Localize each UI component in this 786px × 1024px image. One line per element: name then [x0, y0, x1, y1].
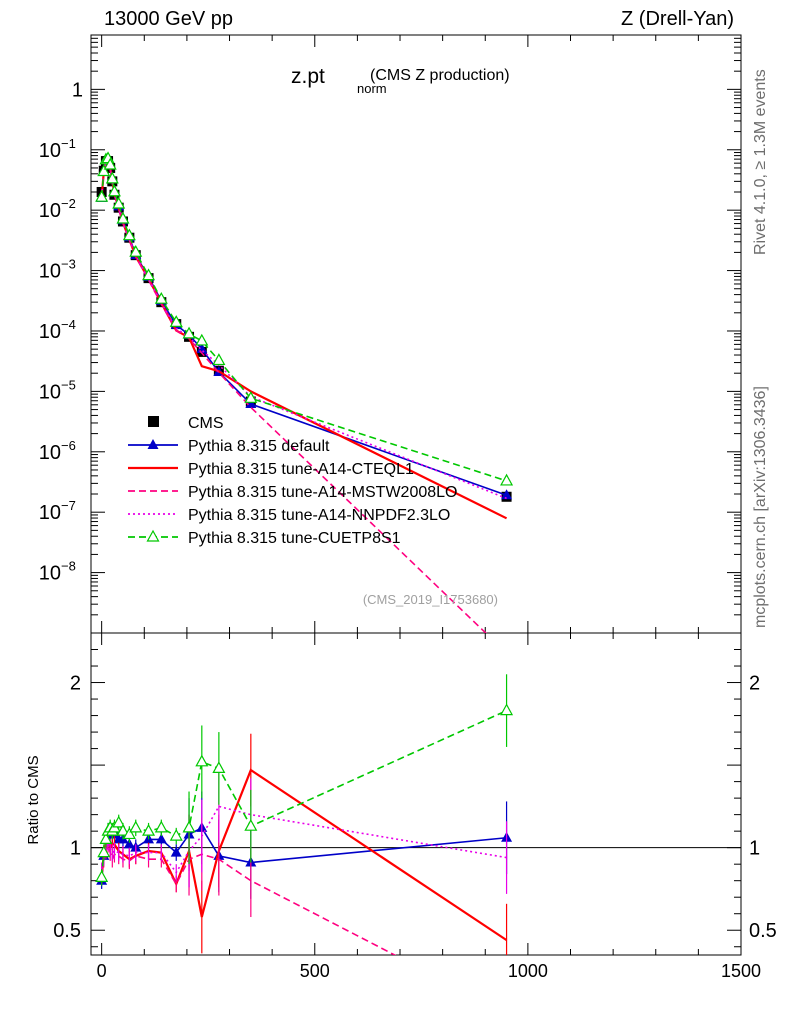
- series-1-main-point: [196, 342, 208, 353]
- series-5-ratio-point: [97, 845, 111, 858]
- header-left: 13000 GeV pp: [104, 8, 233, 30]
- y-tick-label: 1: [72, 79, 83, 101]
- x-tick-label: 500: [300, 961, 330, 981]
- y-tick-exponent: −3: [61, 257, 76, 272]
- ratio-panel: [90, 632, 742, 956]
- y-tick-exponent: −7: [61, 498, 76, 513]
- analysis-label: (CMS_2019_I1753680): [363, 592, 498, 607]
- ratio-y-tick-label: 0.5: [53, 920, 81, 942]
- y-tick-exponent: −6: [61, 438, 76, 453]
- series-5-ratio-point: [182, 820, 196, 833]
- chart-title-suffix: (CMS Z production): [370, 67, 510, 84]
- legend-label: Pythia 8.315 tune-CUETP8S1: [188, 530, 401, 547]
- legend-marker: [146, 529, 160, 542]
- series-5-main-point: [142, 268, 156, 281]
- series-5-main-point: [244, 391, 258, 403]
- series-5-main-point: [154, 291, 168, 304]
- x-tick-label: 0: [97, 961, 107, 981]
- header-right: Z (Drell-Yan): [621, 8, 734, 30]
- series-1-main-point: [501, 489, 513, 500]
- y-tick-label: 10: [39, 200, 61, 222]
- x-tick-label: 1500: [721, 961, 761, 981]
- series-5-ratio-point: [99, 832, 113, 845]
- ratio-frame: [90, 632, 742, 956]
- y-tick-label: 10: [39, 502, 61, 524]
- y-tick-label: 10: [39, 442, 61, 464]
- legend-entry: Pythia 8.315 tune-A14-MSTW2008LO: [128, 484, 457, 501]
- series-5-main-point: [95, 189, 109, 202]
- ratio-y-tick-label: 1: [70, 838, 81, 860]
- series-1-ratio-point: [170, 846, 182, 857]
- series-5-main-point: [103, 157, 117, 170]
- legend-marker: [148, 416, 159, 427]
- legend-label: Pythia 8.315 tune-A14-CTEQL1: [188, 461, 414, 478]
- series-5-ratio-point: [212, 761, 226, 774]
- series-5-main-point: [169, 315, 183, 327]
- legend-label: Pythia 8.315 tune-A14-NNPDF2.3LO: [188, 507, 450, 524]
- series-5-main-point: [107, 184, 121, 197]
- series-5-ratio-point: [112, 815, 126, 828]
- legend: CMS Pythia 8.315 default Pythia 8.315 tune…: [128, 415, 457, 547]
- y-tick-label: 10: [39, 140, 61, 162]
- legend-label: CMS: [188, 415, 224, 432]
- y-tick-label: 10: [39, 563, 61, 585]
- series-5-main-point: [116, 211, 130, 224]
- series-1-ratio-point: [123, 838, 135, 849]
- series-5-ratio-point: [154, 820, 168, 833]
- series-3-ratio-line: [100, 841, 397, 955]
- y-tick-label: 10: [39, 321, 61, 343]
- legend-entry: Pythia 8.315 tune-CUETP8S1: [128, 529, 401, 547]
- ratio-series: [95, 674, 514, 955]
- legend-entry: Pythia 8.315 tune-A14-NNPDF2.3LO: [128, 507, 450, 524]
- series-5-main-line: [100, 157, 507, 482]
- series-5-main-point: [500, 473, 514, 486]
- series-5-ratio-point: [500, 703, 514, 716]
- ratio-axis-label: Ratio to CMS: [25, 755, 42, 844]
- legend-label: Pythia 8.315 tune-A14-MSTW2008LO: [188, 484, 457, 501]
- series-5-ratio-point: [122, 827, 136, 840]
- series-5-ratio-point: [116, 823, 130, 836]
- x-tick-label: 1000: [508, 961, 548, 981]
- series-5-main-point: [212, 353, 226, 366]
- y-tick-label: 10: [39, 261, 61, 283]
- ratio-y-tick-label: 2: [70, 673, 81, 695]
- series-5-main-point: [122, 228, 136, 241]
- chart-title-subscript: norm: [357, 81, 387, 96]
- series-5-main-point: [105, 171, 119, 184]
- series-3-main-line: [100, 159, 487, 633]
- legend-entry: CMS: [148, 415, 224, 432]
- series-5-main-point: [182, 326, 196, 339]
- series-5-main-point: [129, 244, 143, 257]
- y-tick-exponent: −8: [61, 559, 76, 574]
- y-tick-label: 10: [39, 381, 61, 403]
- legend-label: Pythia 8.315 default: [188, 438, 330, 455]
- series-5-main-point: [97, 164, 111, 177]
- y-tick-exponent: −2: [61, 196, 76, 211]
- legend-entry: Pythia 8.315 default: [128, 438, 330, 455]
- y-tick-exponent: −5: [61, 377, 76, 392]
- series-5-ratio-point: [195, 754, 209, 767]
- ratio-y-tick-label-right: 0.5: [749, 920, 777, 942]
- ratio-y-tick-label-right: 2: [749, 673, 760, 695]
- series-5-ratio-point: [142, 823, 156, 836]
- legend-marker: [147, 439, 159, 449]
- series-5-ratio-point: [129, 820, 143, 833]
- y-tick-exponent: −1: [61, 136, 76, 151]
- series-layer: [95, 151, 514, 955]
- legend-entry: Pythia 8.315 tune-A14-CTEQL1: [128, 461, 414, 478]
- series-5-ratio-point: [95, 870, 109, 882]
- series-5-main-point: [112, 196, 126, 209]
- ratio-y-tick-label-right: 1: [749, 838, 760, 860]
- series-2-ratio-line: [100, 768, 508, 942]
- chart-title: z.pt: [291, 65, 325, 88]
- series-5-ratio-point: [244, 818, 258, 831]
- main-series: [95, 151, 514, 633]
- y-tick-exponent: −4: [61, 317, 76, 332]
- series-1-ratio-point: [155, 833, 167, 844]
- series-1-main-point: [245, 397, 257, 408]
- series-5-main-point: [195, 333, 209, 346]
- series-5-ratio-point: [169, 828, 183, 841]
